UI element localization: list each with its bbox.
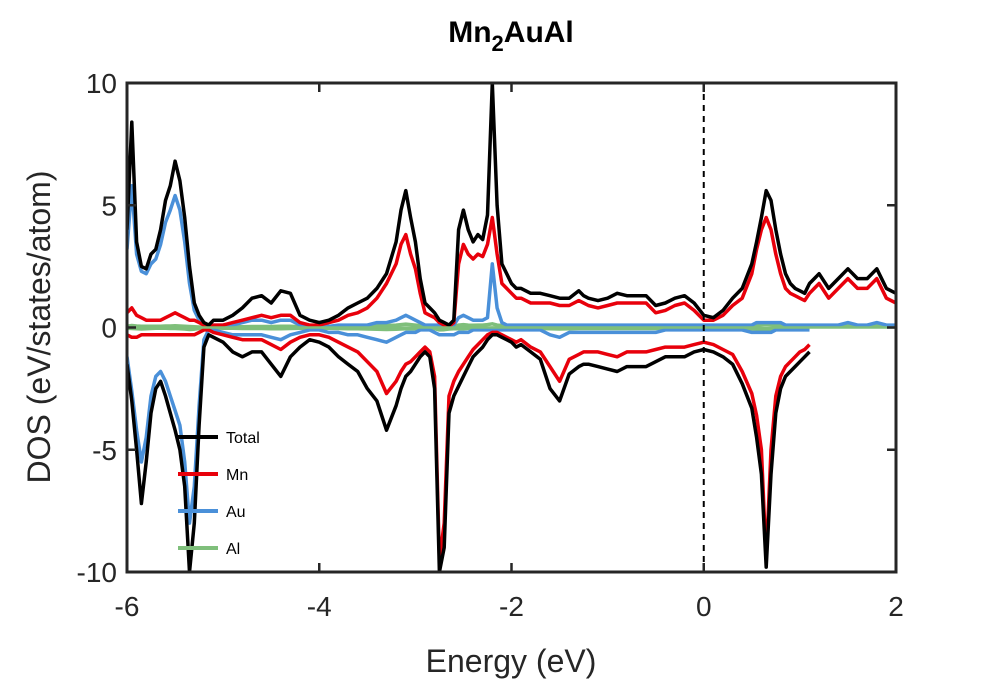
y-tick-label: 0	[101, 313, 117, 344]
x-axis-label: Energy (eV)	[426, 643, 597, 679]
chart-title-subscript: 2	[492, 31, 504, 56]
y-tick-label: -10	[77, 557, 117, 588]
x-tick-label: -4	[307, 591, 332, 622]
y-tick-label: -5	[92, 435, 117, 466]
legend-label-total: Total	[226, 430, 260, 447]
y-tick-label: 5	[101, 190, 117, 221]
chart-title: Mn2AuAl	[448, 16, 574, 56]
ticks-layer: -6 -4 -2 0 2 -10 -5 0 5 10	[77, 68, 904, 622]
series-total-up-line	[127, 83, 896, 327]
legend: Total Mn Au Al	[178, 430, 260, 558]
x-tick-label: 0	[696, 591, 712, 622]
series-total-down-line	[127, 333, 811, 572]
legend-label-mn: Mn	[226, 467, 248, 484]
chart-title-suffix: AuAl	[504, 16, 574, 49]
legend-label-au: Au	[226, 504, 246, 521]
x-tick-label: -6	[115, 591, 140, 622]
y-axis-label: DOS (eV/states/atom)	[21, 171, 57, 484]
x-tick-label: 2	[888, 591, 904, 622]
series-au-down-line	[127, 328, 810, 525]
y-tick-label: 10	[86, 68, 117, 99]
x-tick-label: -2	[499, 591, 524, 622]
series-mn-down-line	[127, 328, 811, 562]
series-mn-up-line	[127, 215, 896, 329]
legend-label-al: Al	[226, 541, 240, 558]
chart-title-main: Mn	[448, 16, 491, 49]
